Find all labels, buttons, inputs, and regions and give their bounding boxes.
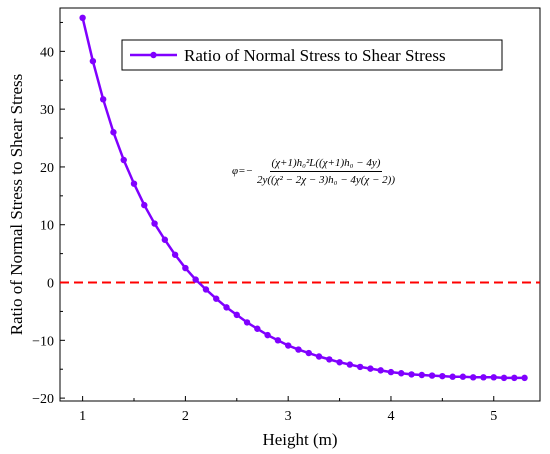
series-point (511, 374, 518, 382)
series-point (418, 371, 425, 379)
series-point (377, 367, 384, 374)
y-tick-label: 40 (40, 45, 54, 60)
y-tick-label: −10 (32, 334, 54, 349)
legend-marker (150, 51, 157, 59)
formula-numerator: (χ+1)h₀²L((χ+1)h₀ − 4y) (269, 157, 383, 172)
series-point (408, 371, 415, 378)
series-point (449, 373, 456, 380)
series-point (500, 374, 508, 382)
series-point (490, 374, 497, 381)
formula-annotation: φ=− (χ+1)h₀²L((χ+1)h₀ − 4y) 2y((χ² − 2χ … (232, 146, 462, 196)
plot-frame (59, 7, 541, 402)
x-tick-label: 3 (285, 409, 292, 424)
series-point (182, 264, 189, 272)
formula-lhs: φ=− (232, 165, 253, 177)
x-tick-label: 4 (387, 409, 394, 424)
series-point (439, 372, 446, 380)
series-point (141, 201, 148, 209)
series-point (130, 180, 138, 187)
series-point (110, 129, 117, 136)
series-point (161, 236, 169, 243)
y-tick-label: −20 (32, 392, 54, 407)
series-point (274, 337, 282, 344)
series-point (398, 370, 405, 377)
series-point (428, 372, 436, 379)
y-tick-label: 10 (40, 219, 54, 234)
series-point (469, 374, 477, 381)
series-point (264, 331, 271, 339)
series-point (243, 319, 251, 326)
legend-box (121, 39, 503, 71)
series-point (326, 356, 333, 363)
series-point (213, 295, 220, 302)
series-point (305, 349, 312, 357)
x-tick-label: 5 (490, 409, 497, 424)
series-point (120, 156, 127, 164)
series-point (89, 57, 97, 65)
markers-layer (79, 14, 528, 382)
ticks-layer: 1 2 3 4 5 −20 −10 0 10 20 30 40 (32, 21, 497, 424)
legend: Ratio of Normal Stress to Shear Stress (121, 39, 503, 71)
series-point (356, 363, 364, 371)
series-point (254, 325, 261, 332)
y-axis-title: Ratio of Normal Stress to Shear Stress (7, 74, 26, 336)
series-point (480, 374, 487, 381)
series-point (315, 353, 323, 360)
y-tick-label: 30 (40, 103, 54, 118)
legend-label: Ratio of Normal Stress to Shear Stress (184, 46, 446, 65)
series-point (284, 342, 292, 349)
y-tick-label: 20 (40, 161, 54, 176)
series-point (367, 365, 374, 372)
series-point (295, 346, 302, 353)
series-point (521, 374, 528, 382)
series-line (81, 17, 525, 380)
series-point (459, 373, 467, 380)
y-tick-label: 0 (47, 277, 54, 292)
series-point (223, 304, 230, 311)
series-point (151, 220, 158, 227)
x-axis-title: Height (m) (262, 430, 337, 449)
series-point (387, 368, 395, 376)
x-tick-label: 2 (182, 409, 189, 424)
series-point (336, 359, 343, 366)
x-tick-label: 1 (79, 409, 86, 424)
series-point (99, 96, 107, 103)
series-point (192, 276, 199, 283)
formula-denominator: 2y((χ² − 2χ − 3)h₀ − 4y(χ − 2)) (256, 173, 396, 186)
series-point (79, 14, 86, 22)
series-point (171, 251, 179, 258)
series-point (202, 286, 210, 293)
series-point (233, 311, 240, 319)
series-point (346, 361, 354, 368)
formula-fraction: (χ+1)h₀²L((χ+1)h₀ − 4y) 2y((χ² − 2χ − 3)… (257, 157, 395, 186)
